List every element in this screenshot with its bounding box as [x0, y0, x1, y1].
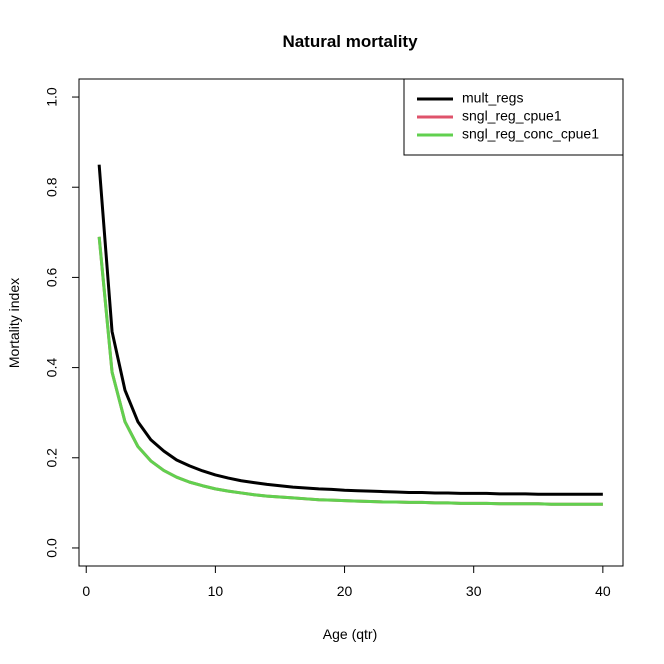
series-line-sngl_reg_cpue1 — [97, 236, 603, 506]
legend-label-sngl_reg_cpue1: sngl_reg_cpue1 — [462, 108, 562, 124]
series-line-sngl_reg_conc_cpue1 — [97, 236, 603, 506]
y-tick-label: 0.0 — [44, 538, 60, 558]
x-tick-label: 30 — [466, 583, 482, 599]
y-tick-label: 0.8 — [44, 177, 60, 197]
y-axis-label: Mortality index — [6, 278, 22, 368]
y-tick-label: 1.0 — [44, 87, 60, 107]
x-axis: 0 10 20 30 40 — [82, 565, 611, 599]
y-axis: 0.0 0.2 0.4 0.6 0.8 1.0 — [44, 87, 80, 558]
x-tick-label: 20 — [337, 583, 353, 599]
legend: mult_regs sngl_reg_cpue1 sngl_reg_conc_cpu… — [403, 78, 624, 156]
x-axis-label: Age (qtr) — [323, 626, 377, 642]
y-tick-label: 0.6 — [44, 267, 60, 287]
legend-label-mult_regs: mult_regs — [462, 90, 523, 106]
chart-title: Natural mortality — [282, 32, 418, 51]
series-line-mult_regs — [97, 164, 603, 496]
x-tick-label: 10 — [208, 583, 224, 599]
legend-label-sngl_reg_conc_cpue1: sngl_reg_conc_cpue1 — [462, 126, 599, 142]
x-tick-label: 0 — [82, 583, 90, 599]
y-tick-label: 0.2 — [44, 448, 60, 468]
series-layer — [97, 164, 603, 506]
x-tick-label: 40 — [595, 583, 611, 599]
y-tick-label: 0.4 — [44, 358, 60, 378]
